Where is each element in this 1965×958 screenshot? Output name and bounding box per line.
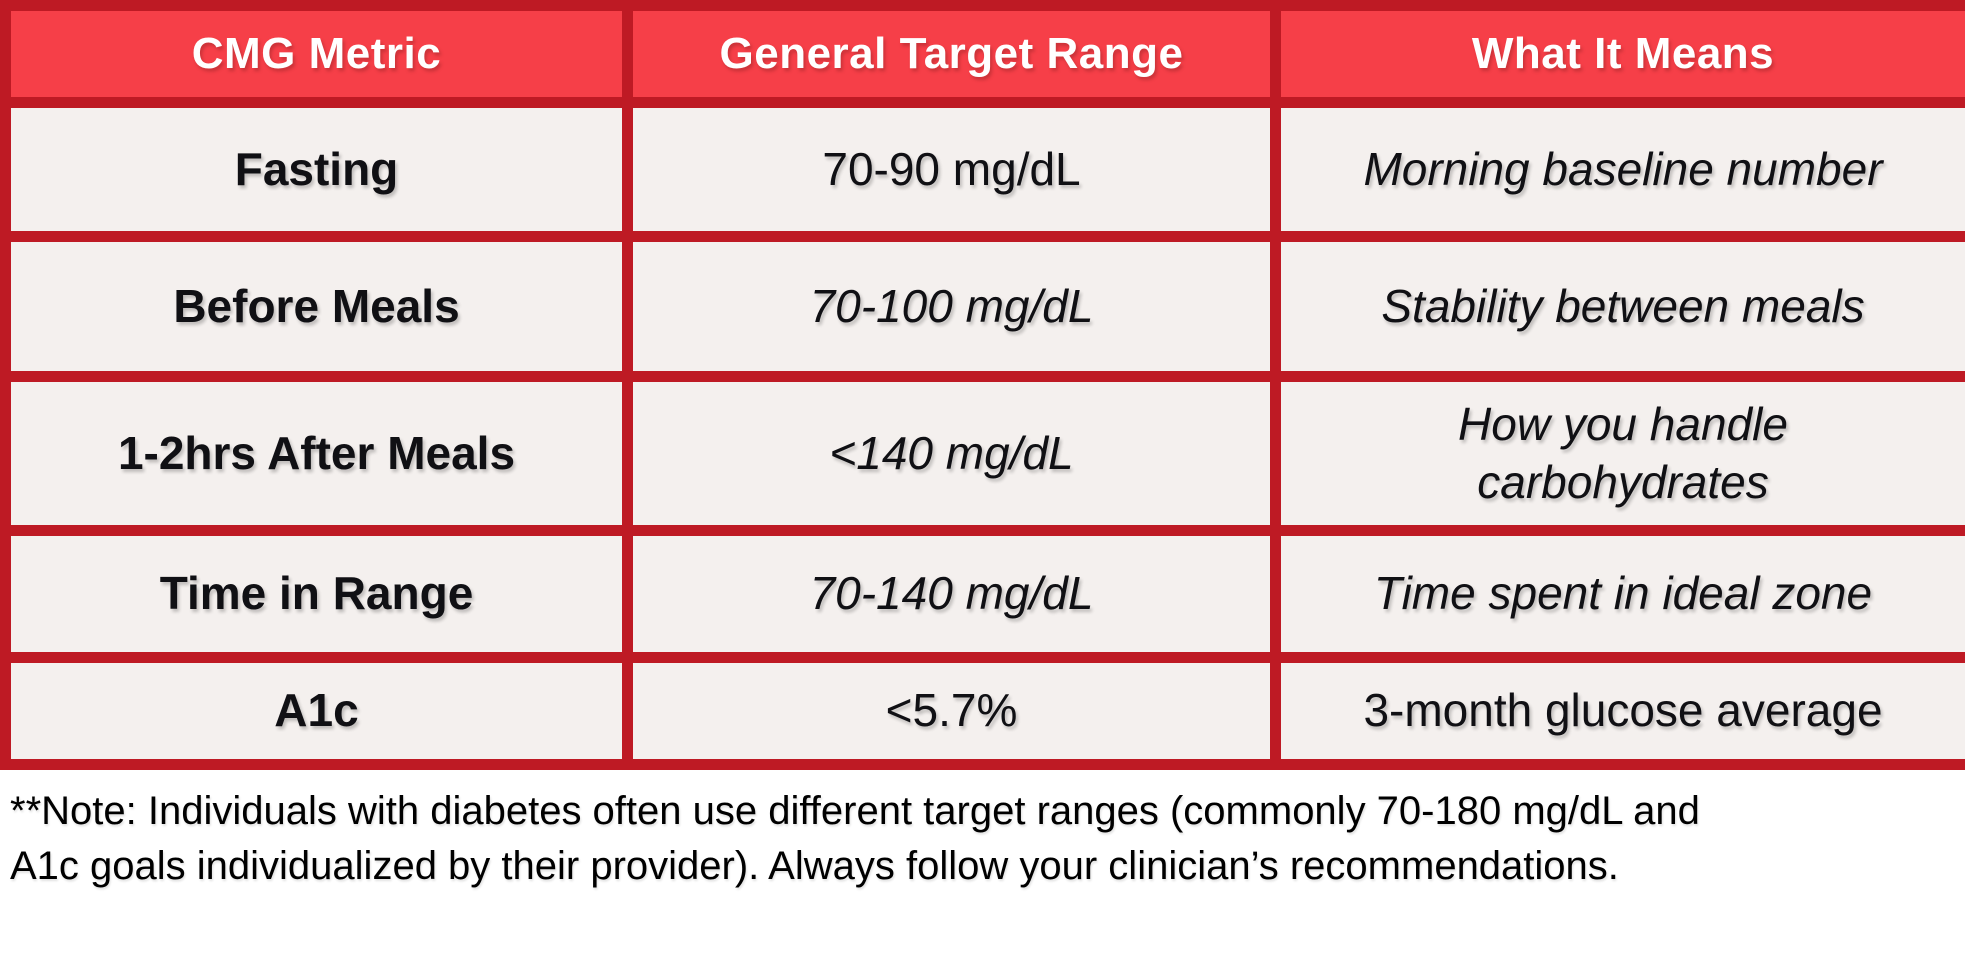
- range-cell: 70-140 mg/dL: [622, 525, 1281, 663]
- metric-cell: Time in Range: [0, 525, 633, 663]
- meaning-cell: Stability between meals: [1270, 231, 1965, 382]
- meaning-cell: 3-month glucose average: [1270, 652, 1965, 770]
- table-row: Before Meals 70-100 mg/dL Stability betw…: [0, 231, 1965, 382]
- footnote: **Note: Individuals with diabetes often …: [10, 784, 1955, 894]
- footnote-line-1: **Note: Individuals with diabetes often …: [10, 789, 1700, 833]
- meaning-cell: How you handle carbohydrates: [1270, 371, 1965, 536]
- header-cell-range: General Target Range: [622, 0, 1281, 108]
- footnote-line-2: A1c goals individualized by their provid…: [10, 844, 1619, 888]
- header-cell-metric: CMG Metric: [0, 0, 633, 108]
- table-row: 1-2hrs After Meals <140 mg/dL How you ha…: [0, 371, 1965, 536]
- table-row: Fasting 70-90 mg/dL Morning baseline num…: [0, 97, 1965, 242]
- metric-cell: Fasting: [0, 97, 633, 242]
- metric-cell: A1c: [0, 652, 633, 770]
- range-cell: 70-90 mg/dL: [622, 97, 1281, 242]
- meaning-cell: Time spent in ideal zone: [1270, 525, 1965, 663]
- meaning-cell: Morning baseline number: [1270, 97, 1965, 242]
- header-row: CMG Metric General Target Range What It …: [0, 0, 1965, 108]
- metric-cell: 1-2hrs After Meals: [0, 371, 633, 536]
- table-row: Time in Range 70-140 mg/dL Time spent in…: [0, 525, 1965, 663]
- header-cell-meaning: What It Means: [1270, 0, 1965, 108]
- range-cell: <5.7%: [622, 652, 1281, 770]
- range-cell: 70-100 mg/dL: [622, 231, 1281, 382]
- table-row: A1c <5.7% 3-month glucose average: [0, 652, 1965, 770]
- range-cell: <140 mg/dL: [622, 371, 1281, 536]
- metric-cell: Before Meals: [0, 231, 633, 382]
- cgm-metrics-table: CMG Metric General Target Range What It …: [0, 0, 1965, 770]
